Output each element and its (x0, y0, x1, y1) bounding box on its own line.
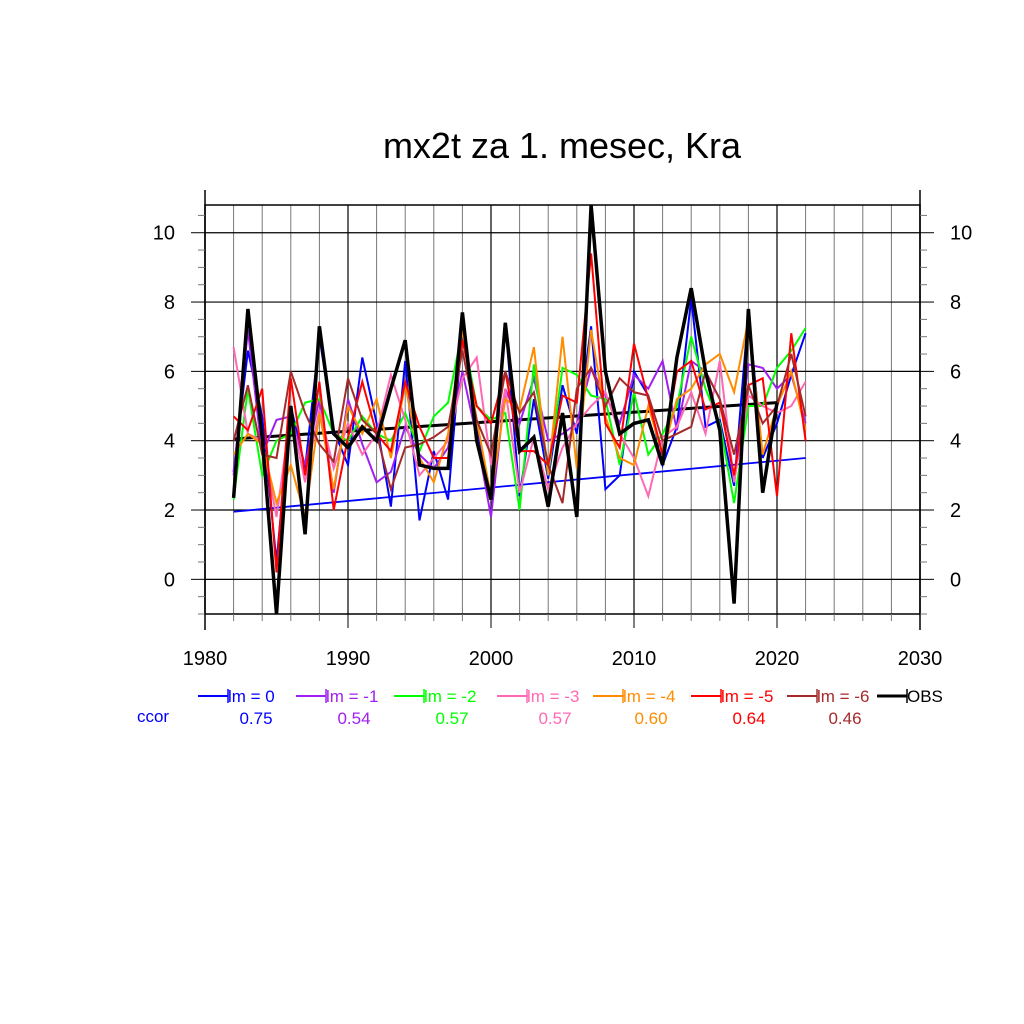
series-line-obs (231, 204, 779, 615)
x-tick-label: 2020 (755, 648, 800, 670)
ccor-value: 0.75 (239, 709, 272, 728)
legend-label: lm = -4 (623, 687, 675, 706)
y-tick-label: 10 (153, 223, 175, 245)
ccor-value: 0.60 (634, 709, 667, 728)
y-tick-label-right: 10 (950, 223, 972, 245)
legend-label: lm = -2 (424, 687, 476, 706)
x-tick-label: 2010 (612, 648, 657, 670)
series-line-lm-3 (232, 346, 807, 518)
legend-label: lm = -5 (721, 687, 773, 706)
y-tick-label-right: 2 (950, 500, 961, 522)
ccor-label: ccor (137, 707, 169, 726)
y-tick-label-right: 8 (950, 292, 961, 314)
y-tick-label-right: 0 (950, 569, 961, 591)
y-tick-label: 6 (164, 361, 175, 383)
y-tick-label: 4 (164, 431, 175, 453)
ccor-value: 0.64 (732, 709, 765, 728)
x-tick-label: 1990 (326, 648, 371, 670)
ccor-value: 0.57 (538, 709, 571, 728)
y-tick-label: 8 (164, 292, 175, 314)
y-tick-label-right: 6 (950, 361, 961, 383)
y-tick-label: 0 (164, 569, 175, 591)
series-lines (231, 204, 807, 615)
x-tick-label: 2030 (898, 648, 943, 670)
x-tick-label: 2000 (469, 648, 514, 670)
axes: 0 0 2 2 4 4 6 6 8 8 10 10 1980 1990 2000 2010 2020 2030 (153, 190, 972, 670)
series-line-lm-2 (232, 327, 807, 511)
ccor-value: 0.46 (828, 709, 861, 728)
y-tick-label: 2 (164, 500, 175, 522)
series-line-lm-6 (232, 350, 807, 504)
legend-label: lm = 0 (228, 687, 275, 706)
ccor-value: 0.54 (337, 709, 370, 728)
y-tick-label-right: 4 (950, 431, 961, 453)
legend-label: OBS (907, 687, 943, 706)
legend-label: lm = -1 (326, 687, 378, 706)
ccor-value: 0.57 (435, 709, 468, 728)
legend-label: lm = -6 (817, 687, 869, 706)
chart-title: mx2t za 1. mesec, Kra (383, 125, 742, 166)
legend-label: lm = -3 (527, 687, 579, 706)
legend: ccor lm = 0 0.75 lm = -1 0.54 lm = -2 0.57 lm =… (137, 687, 943, 728)
x-tick-label: 1980 (183, 648, 228, 670)
